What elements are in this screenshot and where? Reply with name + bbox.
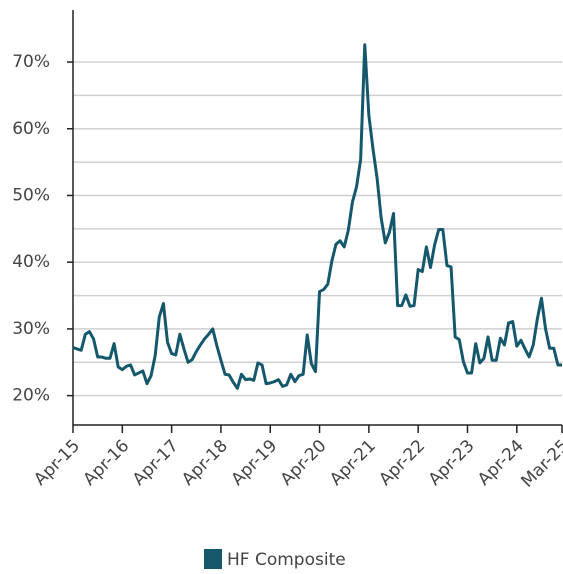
legend-label: HF Composite [227, 550, 346, 570]
x-tick-label: Apr-16 [80, 436, 134, 490]
x-tick-label: Apr-19 [228, 436, 282, 490]
x-tick-label: Apr-22 [375, 436, 429, 490]
x-tick-label: Apr-17 [129, 436, 183, 490]
x-tick-label: Apr-23 [425, 436, 479, 490]
x-tick-label: Apr-21 [326, 436, 380, 490]
x-tick-label: Mar-25 [517, 436, 563, 492]
x-tick-label: Apr-15 [30, 436, 84, 490]
legend-swatch [204, 549, 222, 569]
y-tick-label: 20% [12, 386, 50, 406]
x-tick-label: Apr-18 [178, 436, 232, 490]
data-line [72, 43, 562, 390]
y-tick-label: 60% [12, 119, 50, 139]
x-tick-label: Apr-20 [277, 436, 331, 490]
y-tick-label: 50% [12, 185, 50, 205]
y-tick-label: 40% [12, 252, 50, 272]
x-tick-label: Apr-24 [474, 436, 528, 490]
y-tick-label: 70% [12, 52, 50, 72]
y-tick-label: 30% [12, 319, 50, 339]
